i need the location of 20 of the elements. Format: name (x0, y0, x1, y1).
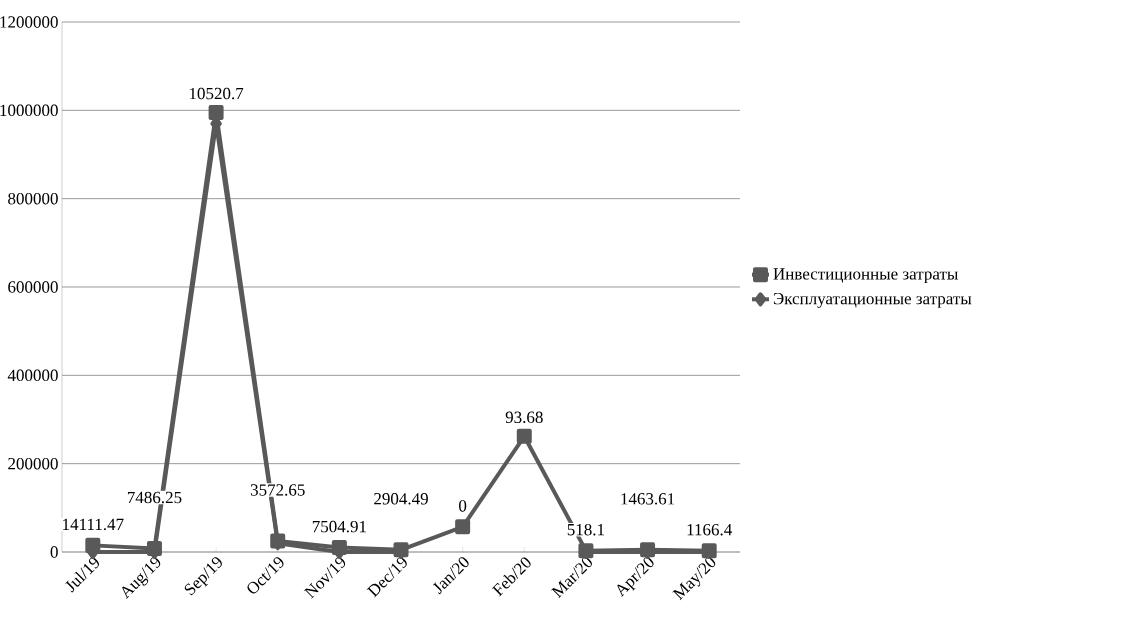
y-tick-label: 600000 (8, 281, 58, 293)
annotation: 10520.7 (189, 87, 244, 100)
legend-label: Эксплуатационные затраты (773, 292, 972, 308)
annotation: 93.68 (505, 411, 543, 424)
y-tick-label: 1000000 (0, 104, 58, 117)
annotation: 2904.49 (374, 493, 428, 505)
annotation: 1166.4 (687, 523, 732, 536)
annotation: 3572.65 (250, 484, 305, 496)
annotation: 1463.61 (621, 493, 675, 505)
y-tick-label: 800000 (8, 192, 58, 205)
legend-label: Инвестиционные затраты (773, 268, 958, 284)
annotation: 0 (459, 500, 467, 512)
y-tick-label: 200000 (8, 457, 58, 470)
y-tick-label: 400000 (7, 369, 58, 382)
y-tick-label: 1200000 (0, 16, 58, 28)
annotation: 7486.25 (127, 491, 182, 504)
annotation: 518.1 (567, 523, 605, 536)
y-tick-label: 0 (50, 546, 58, 558)
annotation: 14111.47 (63, 518, 124, 531)
annotation: 7504.91 (312, 520, 366, 533)
